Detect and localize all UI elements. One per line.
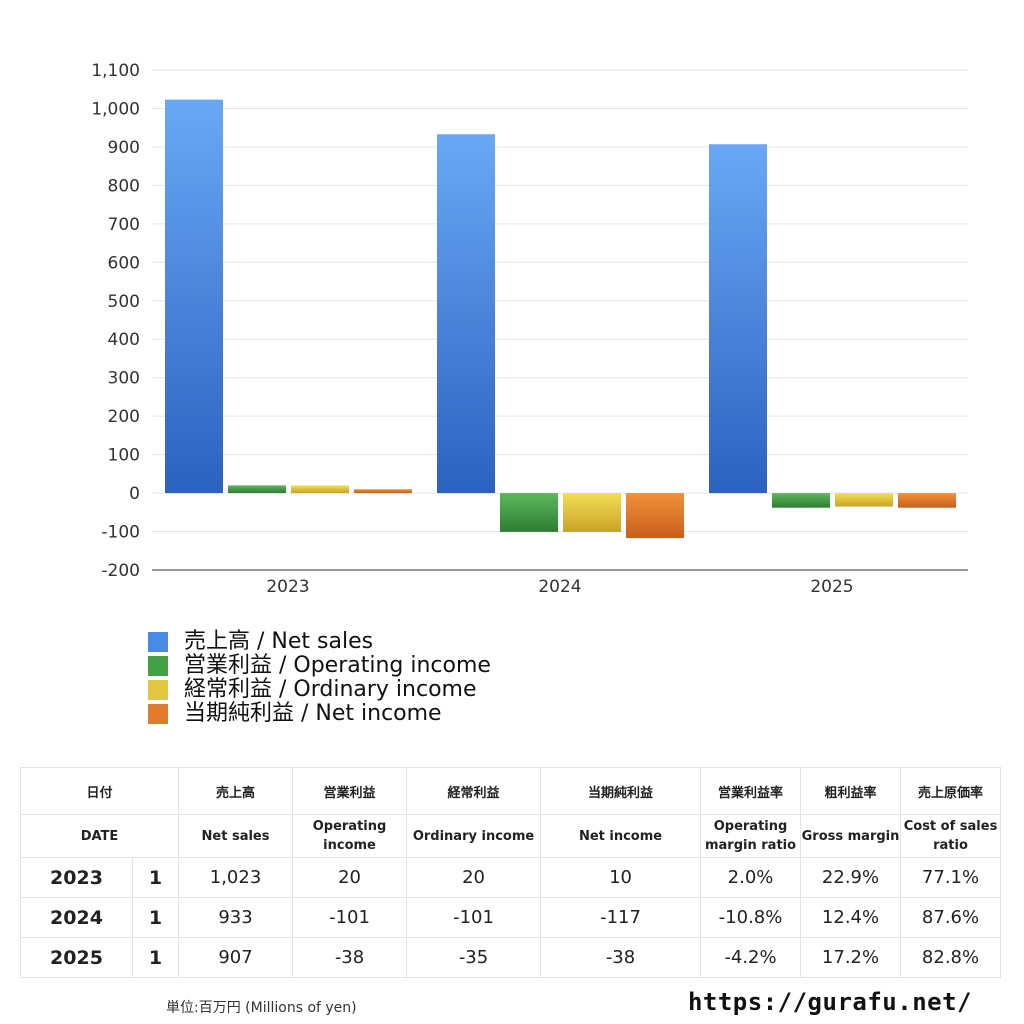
cell-gross-margin: 12.4%: [800, 897, 902, 938]
cell-net-income: -117: [540, 897, 702, 938]
header-net-income: 当期純利益: [540, 767, 702, 815]
cell-gross-margin: 22.9%: [800, 857, 902, 898]
y-tick-label: 0: [129, 484, 140, 504]
header-ordinary-income-en: Ordinary income: [406, 814, 542, 858]
unit-note: 単位:百万円 (Millions of yen): [166, 1000, 357, 1016]
bar-net-sales: [165, 99, 223, 494]
cell-ordinary-income: 20: [406, 857, 542, 898]
legend-label: 営業利益 / Operating income: [184, 653, 491, 678]
table-row: 2023 1 1,023 20 20 10 2.0% 22.9% 77.1%: [20, 857, 1002, 898]
cell-net-sales: 1,023: [178, 857, 294, 898]
y-tick-label: 900: [108, 138, 140, 158]
bar-ordinary-income: [291, 485, 349, 494]
row-quarter: 1: [131, 937, 180, 978]
row-year: 2023: [20, 857, 133, 898]
header-op-margin-en: Operating margin ratio: [700, 814, 802, 858]
legend-swatch-net-sales: [148, 632, 168, 652]
legend-item: 経常利益 / Ordinary income: [148, 678, 491, 702]
x-tick-label: 2024: [538, 577, 581, 597]
header-op-margin: 営業利益率: [700, 767, 802, 815]
chart-legend: 売上高 / Net sales 営業利益 / Operating income …: [148, 630, 491, 726]
legend-label: 経常利益 / Ordinary income: [184, 677, 477, 702]
header-date-en: DATE: [19, 814, 180, 858]
cell-cost-ratio: 87.6%: [900, 897, 1002, 938]
y-tick-label: -200: [101, 561, 140, 581]
cell-net-sales: 907: [178, 937, 294, 978]
y-tick-label: 300: [108, 369, 140, 389]
legend-item: 営業利益 / Operating income: [148, 654, 491, 678]
y-tick-label: 1,100: [91, 61, 140, 81]
row-year: 2024: [20, 897, 133, 938]
cell-cost-ratio: 77.1%: [900, 857, 1002, 898]
header-net-sales: 売上高: [178, 767, 294, 815]
y-tick-label: -100: [101, 523, 140, 543]
header-net-sales-en: Net sales: [178, 814, 294, 858]
table-header-ja: 日付 売上高 営業利益 経常利益 当期純利益 営業利益率 粗利益率 売上原価率: [19, 767, 1002, 815]
y-tick-label: 1,000: [91, 99, 140, 119]
cell-operating-income: 20: [292, 857, 408, 898]
cell-op-margin: 2.0%: [700, 857, 802, 898]
cell-operating-income: -38: [292, 937, 408, 978]
bar-net-sales: [437, 134, 495, 494]
table-row: 2025 1 907 -38 -35 -38 -4.2% 17.2% 82.8%: [20, 937, 1002, 978]
axes: 1,100 1,000 900 800 700 600 500 400 300 200 100 0 -1…: [91, 61, 968, 597]
bar-ordinary-income: [563, 493, 621, 532]
cell-net-sales: 933: [178, 897, 294, 938]
header-gross-margin: 粗利益率: [800, 767, 902, 815]
table-header-en: DATE Net sales Operating income Ordinary…: [19, 814, 1002, 858]
cell-net-income: 10: [540, 857, 702, 898]
cell-ordinary-income: -35: [406, 937, 542, 978]
legend-label: 売上高 / Net sales: [184, 629, 374, 654]
cell-op-margin: -10.8%: [700, 897, 802, 938]
financial-summary-table: 日付 売上高 営業利益 経常利益 当期純利益 営業利益率 粗利益率 売上原価率 …: [19, 767, 1002, 978]
bars: [165, 99, 956, 539]
bar-ordinary-income: [835, 493, 893, 507]
cell-op-margin: -4.2%: [700, 937, 802, 978]
cell-operating-income: -101: [292, 897, 408, 938]
site-url[interactable]: https://gurafu.net/: [687, 988, 972, 1016]
header-gross-margin-en: Gross margin: [800, 814, 902, 858]
bar-net-income: [626, 493, 684, 539]
row-quarter: 1: [131, 857, 180, 898]
y-tick-label: 700: [108, 215, 140, 235]
y-tick-label: 600: [108, 253, 140, 273]
legend-swatch-net-income: [148, 704, 168, 724]
y-tick-label: 200: [108, 407, 140, 427]
cell-ordinary-income: -101: [406, 897, 542, 938]
y-tick-label: 800: [108, 176, 140, 196]
legend-label: 当期純利益 / Net income: [184, 701, 442, 726]
legend-swatch-ordinary-income: [148, 680, 168, 700]
legend-item: 当期純利益 / Net income: [148, 702, 491, 726]
header-cost-ratio: 売上原価率: [900, 767, 1002, 815]
legend-swatch-operating-income: [148, 656, 168, 676]
header-operating-income-en: Operating income: [292, 814, 408, 858]
bar-net-income: [354, 489, 412, 494]
bar-chart: 1,100 1,000 900 800 700 600 500 400 300 200 100 0 -1…: [91, 61, 968, 597]
x-tick-label: 2025: [810, 577, 853, 597]
cell-cost-ratio: 82.8%: [900, 937, 1002, 978]
bar-net-income: [898, 493, 956, 508]
header-ordinary-income: 経常利益: [406, 767, 542, 815]
legend-item: 売上高 / Net sales: [148, 630, 491, 654]
cell-gross-margin: 17.2%: [800, 937, 902, 978]
bar-operating-income: [772, 493, 830, 508]
y-tick-label: 400: [108, 330, 140, 350]
bar-net-sales: [709, 144, 767, 494]
header-cost-ratio-en: Cost of sales ratio: [900, 814, 1002, 858]
header-operating-income: 営業利益: [292, 767, 408, 815]
row-year: 2025: [20, 937, 133, 978]
row-quarter: 1: [131, 897, 180, 938]
x-tick-label: 2023: [266, 577, 309, 597]
header-net-income-en: Net income: [540, 814, 702, 858]
bar-operating-income: [228, 485, 286, 494]
y-tick-label: 100: [108, 446, 140, 466]
table-row: 2024 1 933 -101 -101 -117 -10.8% 12.4% 8…: [20, 897, 1002, 938]
header-date: 日付: [19, 767, 180, 815]
bar-operating-income: [500, 493, 558, 532]
cell-net-income: -38: [540, 937, 702, 978]
y-tick-label: 500: [108, 292, 140, 312]
